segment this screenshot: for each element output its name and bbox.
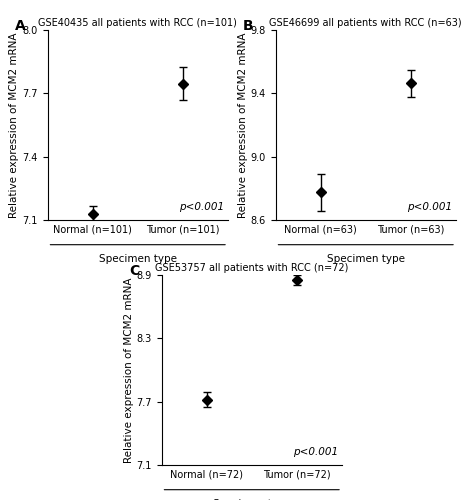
Text: A: A: [15, 18, 26, 32]
Text: p<0.001: p<0.001: [179, 202, 224, 212]
Text: Specimen type: Specimen type: [213, 499, 291, 500]
Text: p<0.001: p<0.001: [293, 448, 338, 458]
Y-axis label: Relative expression of MCM2 mRNA: Relative expression of MCM2 mRNA: [238, 32, 248, 218]
Text: Specimen type: Specimen type: [99, 254, 177, 264]
Title: GSE46699 all patients with RCC (n=63): GSE46699 all patients with RCC (n=63): [269, 18, 462, 28]
Text: Specimen type: Specimen type: [327, 254, 405, 264]
Text: B: B: [243, 18, 254, 32]
Text: p<0.001: p<0.001: [407, 202, 452, 212]
Title: GSE53757 all patients with RCC (n=72): GSE53757 all patients with RCC (n=72): [155, 263, 349, 273]
Title: GSE40435 all patients with RCC (n=101): GSE40435 all patients with RCC (n=101): [38, 18, 237, 28]
Text: C: C: [129, 264, 139, 278]
Y-axis label: Relative expression of MCM2 mRNA: Relative expression of MCM2 mRNA: [124, 277, 133, 463]
Y-axis label: Relative expression of MCM2 mRNA: Relative expression of MCM2 mRNA: [10, 32, 19, 218]
